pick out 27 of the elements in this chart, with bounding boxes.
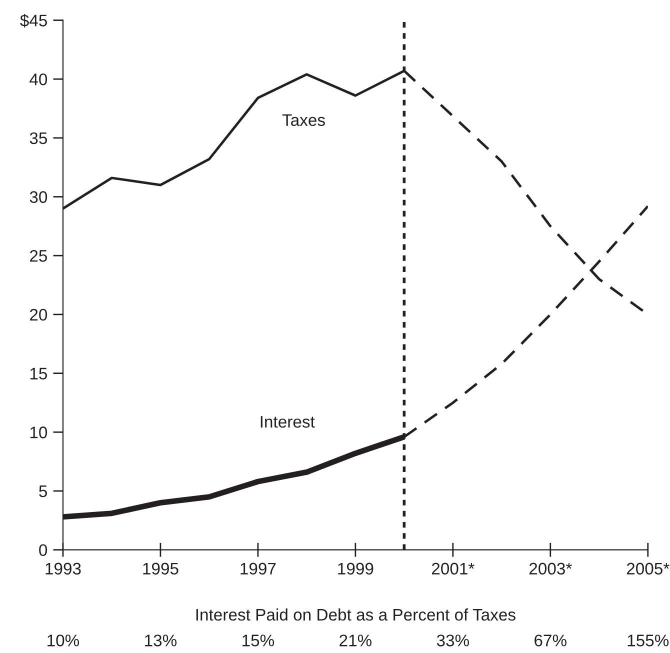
text: 33%	[436, 634, 470, 646]
x-tick-label: 1995	[143, 562, 178, 575]
y-tick-label: 30	[30, 191, 48, 203]
text: 13%	[145, 634, 177, 646]
x-tick-label: 2003*	[529, 562, 572, 575]
x-tick-label: 1999	[338, 562, 374, 575]
x-tick-label: 2005*	[626, 562, 670, 575]
text: 10%	[48, 634, 80, 646]
y-tick-label: 35	[30, 132, 48, 144]
text: 155%	[628, 634, 669, 646]
y-tick-label: $45	[20, 14, 48, 28]
text: 15%	[242, 634, 274, 646]
y-tick-label: 0	[39, 544, 48, 556]
y-tick-label: 5	[39, 486, 48, 498]
text: Interest	[260, 416, 315, 428]
x-tick-label: 2001*	[432, 562, 474, 575]
x-axis-title: Interest Paid on Debt as a Percent of Taxes	[196, 608, 516, 621]
y-tick-label: 10	[30, 426, 48, 438]
y-tick-label: 20	[30, 308, 48, 321]
text: 21%	[340, 634, 372, 646]
y-tick-label: 40	[30, 73, 48, 86]
x-tick-label: 1993	[46, 562, 81, 575]
y-tick-label: 25	[30, 250, 48, 262]
y-tick-label: 15	[30, 368, 48, 380]
x-tick-label: 1997	[240, 562, 276, 575]
series-label: Taxes	[282, 114, 325, 126]
text: 67%	[534, 634, 566, 646]
